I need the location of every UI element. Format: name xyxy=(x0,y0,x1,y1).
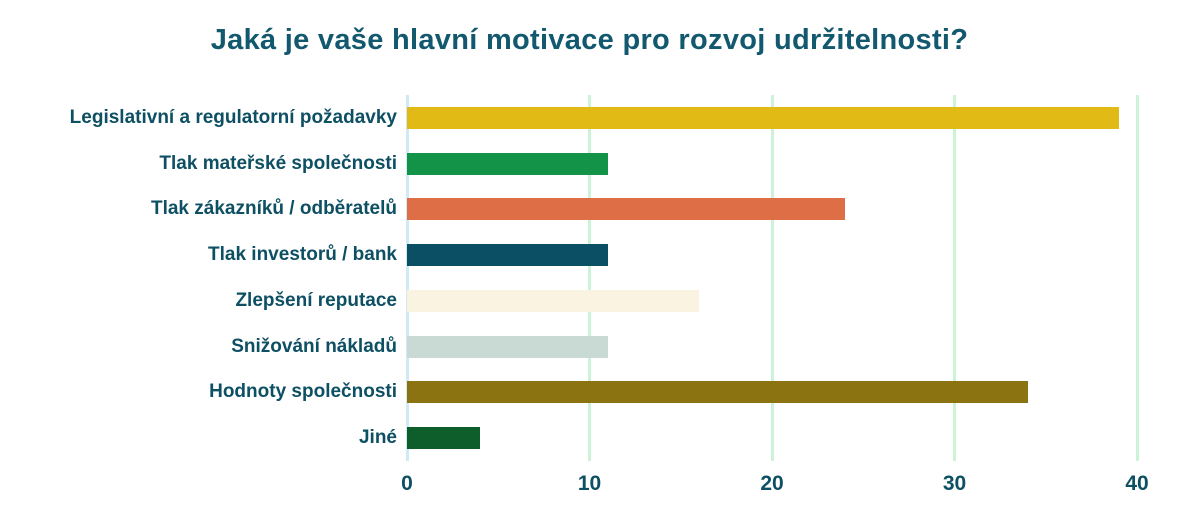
bar-row xyxy=(407,278,1137,324)
category-label-row: Tlak mateřské společnosti xyxy=(0,141,397,187)
category-label: Zlepšení reputace xyxy=(235,289,397,311)
bar xyxy=(407,198,845,221)
bar xyxy=(407,381,1028,404)
category-labels: Legislativní a regulatorní požadavky Tla… xyxy=(0,95,397,461)
category-label: Hodnoty společnosti xyxy=(209,381,397,403)
category-label-row: Snižování nákladů xyxy=(0,324,397,370)
bar xyxy=(407,335,608,358)
gridline xyxy=(1135,95,1139,461)
category-label: Tlak zákazníků / odběratelů xyxy=(150,198,397,220)
category-label-row: Tlak investorů / bank xyxy=(0,232,397,278)
x-axis: 0 10 20 30 40 xyxy=(401,472,1149,506)
bar-row xyxy=(407,141,1137,187)
category-label-row: Zlepšení reputace xyxy=(0,278,397,324)
bar-row xyxy=(407,324,1137,370)
category-label: Tlak investorů / bank xyxy=(208,244,397,266)
gridline xyxy=(770,95,774,461)
bar xyxy=(407,427,480,450)
plot-rows xyxy=(407,95,1137,461)
category-label-row: Jiné xyxy=(0,415,397,461)
category-label-row: Legislativní a regulatorní požadavky xyxy=(0,95,397,141)
bar xyxy=(407,244,608,267)
bar xyxy=(407,152,608,175)
x-tick-label: 20 xyxy=(760,472,784,495)
x-tick-label: 30 xyxy=(942,472,967,495)
gridline xyxy=(405,95,409,461)
category-label: Legislativní a regulatorní požadavky xyxy=(69,106,397,128)
category-label-row: Hodnoty společnosti xyxy=(0,370,397,416)
x-tick-label: 10 xyxy=(577,472,602,495)
bar-row xyxy=(407,370,1137,416)
bar-row xyxy=(407,232,1137,278)
plot-area xyxy=(405,95,1139,461)
x-tick-label: 40 xyxy=(1125,472,1149,495)
bar-row xyxy=(407,95,1137,141)
x-tick-label: 0 xyxy=(401,472,413,495)
bar xyxy=(407,289,699,312)
category-label-row: Tlak zákazníků / odběratelů xyxy=(0,187,397,233)
gridline xyxy=(588,95,591,461)
category-label: Tlak mateřské společnosti xyxy=(159,152,397,174)
bar xyxy=(407,106,1119,129)
gridline xyxy=(953,95,956,461)
bar-row xyxy=(407,187,1137,233)
chart-title: Jaká je vaše hlavní motivace pro rozvoj … xyxy=(210,24,969,56)
category-label: Snižování nákladů xyxy=(231,335,397,357)
bar-row xyxy=(407,415,1137,461)
category-label: Jiné xyxy=(358,427,397,449)
